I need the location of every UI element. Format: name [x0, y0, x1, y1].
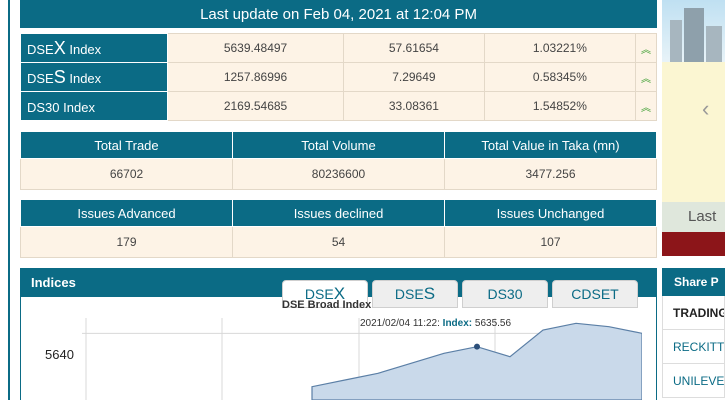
total-trade-value: 66702: [20, 158, 233, 190]
index-name[interactable]: DSES Index: [20, 62, 168, 92]
total-value-value: 3477.256: [444, 158, 657, 190]
tooltip-label: Index:: [442, 318, 473, 329]
building-banner-image: [662, 0, 725, 62]
index-area-series: [311, 322, 642, 400]
last-update-header: Last update on Feb 04, 2021 at 12:04 PM: [20, 0, 657, 28]
tab-cdset[interactable]: CDSET: [552, 280, 638, 308]
index-percent: 0.58345%: [483, 62, 637, 92]
tab-dses[interactable]: DSE S: [372, 280, 458, 308]
y-axis-tick-label: 5640: [45, 347, 74, 362]
last-label: Last: [662, 202, 725, 232]
chevron-left-icon[interactable]: ‹: [702, 96, 710, 121]
issues-unchanged-header: Issues Unchanged: [444, 199, 657, 227]
index-tabs: DSE X DSE S DS30 CDSET: [282, 280, 638, 308]
total-value-header: Total Value in Taka (mn): [444, 131, 657, 159]
tab-ds30[interactable]: DS30: [462, 280, 548, 308]
tooltip-value: 5635.56: [474, 318, 512, 329]
share-price-header: Share P: [662, 268, 725, 296]
index-change: 7.29649: [343, 62, 485, 92]
slider-panel: [662, 62, 725, 202]
index-change: 33.08361: [343, 91, 485, 121]
issues-advanced-value: 179: [20, 226, 233, 258]
index-value: 2169.54685: [166, 91, 345, 121]
trend-up-icon: ︽: [635, 62, 657, 92]
issues-declined-value: 54: [232, 226, 445, 258]
index-row: DS30 Index 2169.54685 33.08361 1.54852% ︽: [20, 91, 657, 121]
index-change: 57.61654: [343, 33, 485, 63]
share-item-0[interactable]: TRADING: [662, 296, 725, 330]
chart-title: DSE Broad Index: [282, 299, 372, 311]
chart-tooltip: 2021/02/04 11:22: Index: 5635.56: [360, 318, 511, 329]
tooltip-point-marker: [474, 343, 480, 350]
issues-advanced-header: Issues Advanced: [20, 199, 233, 227]
index-row: DSES Index 1257.86996 7.29649 0.58345% ︽: [20, 62, 657, 92]
trend-up-icon: ︽: [635, 33, 657, 63]
issue-stats-table: Issues Advanced Issues declined Issues U…: [20, 199, 657, 258]
index-chart: [82, 318, 642, 400]
index-percent: 1.54852%: [483, 91, 637, 121]
index-value: 5639.48497: [166, 33, 345, 63]
share-item-1[interactable]: RECKITT: [662, 330, 725, 364]
total-trade-header: Total Trade: [20, 131, 233, 159]
trend-up-icon: ︽: [635, 91, 657, 121]
index-percent: 1.03221%: [483, 33, 637, 63]
share-item-2[interactable]: UNILEVE: [662, 364, 725, 398]
left-border: [0, 0, 10, 400]
indices-summary-table: DSEX Index 5639.48497 57.61654 1.03221% ︽ DSE…: [20, 33, 657, 121]
index-name[interactable]: DS30 Index: [20, 91, 168, 121]
trade-stats-table: Total Trade Total Volume Total Value in …: [20, 131, 657, 190]
issues-unchanged-value: 107: [444, 226, 657, 258]
index-name[interactable]: DSEX Index: [20, 33, 168, 63]
index-row: DSEX Index 5639.48497 57.61654 1.03221% ︽: [20, 33, 657, 63]
tab-dsex[interactable]: DSE X: [282, 280, 368, 308]
right-sidebar: ‹ Last Share P TRADING RECKITT UNILEVE: [662, 0, 725, 400]
last-update-text: Last update on Feb 04, 2021 at 12:04 PM: [200, 5, 477, 23]
tooltip-time: 2021/02/04 11:22:: [360, 318, 440, 329]
index-value: 1257.86996: [166, 62, 345, 92]
red-bar: [662, 232, 725, 256]
total-volume-value: 80236600: [232, 158, 445, 190]
issues-declined-header: Issues declined: [232, 199, 445, 227]
total-volume-header: Total Volume: [232, 131, 445, 159]
